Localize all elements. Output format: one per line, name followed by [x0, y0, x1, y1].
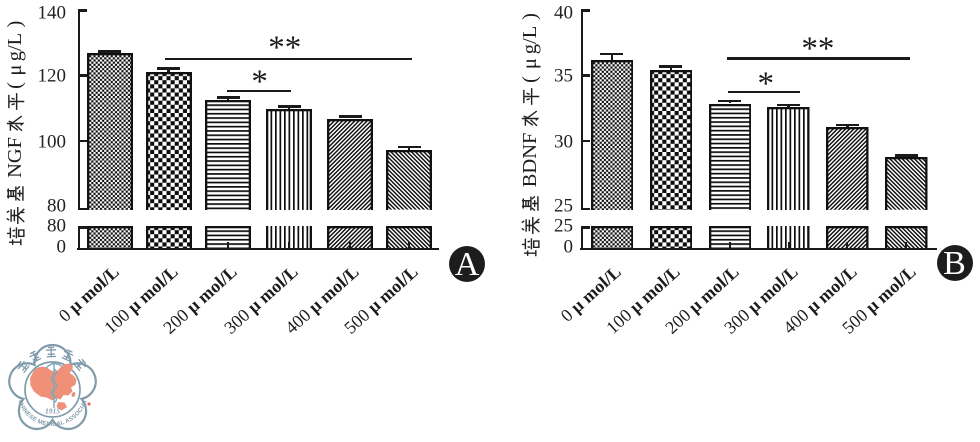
svg-text:1915: 1915 [45, 407, 60, 416]
